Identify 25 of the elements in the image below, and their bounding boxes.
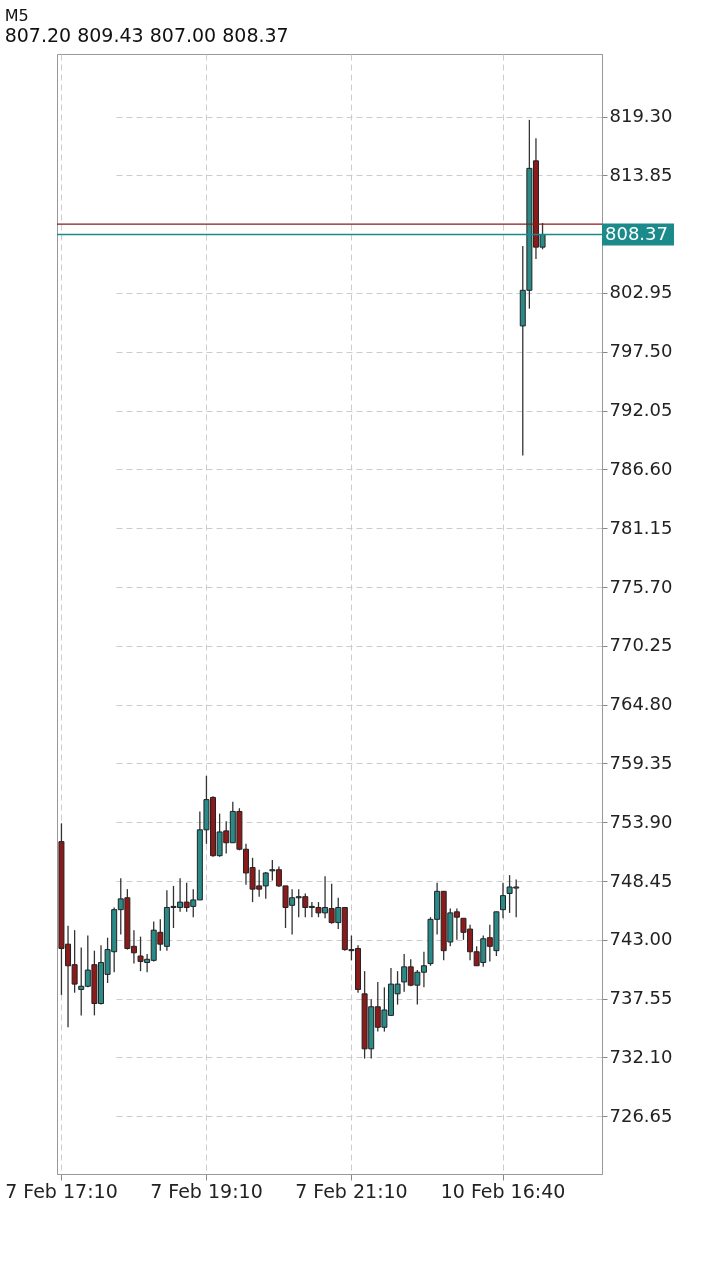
candlestick [500,882,507,919]
y-tick-label: 786.60 [609,457,673,479]
ref-line-label: 808.37 [605,222,668,244]
x-tick-label: 10 Feb 16:40 [440,1179,566,1202]
y-tick-label: 726.65 [609,1104,673,1126]
y-tick-label: 759.35 [609,751,673,773]
chart-title: M5 [4,6,29,25]
y-tick-label: 797.50 [609,340,673,362]
x-tick-label: 7 Feb 21:10 [295,1179,408,1202]
text: 807.20 809.43 807.00 808.37 [4,24,289,46]
y-tick-label: 775.70 [609,575,673,597]
y-tick-label: 770.25 [609,634,673,656]
y-tick-label: 813.85 [609,163,673,185]
y-tick-label: 753.90 [609,810,673,832]
x-tick-label: 7 Feb 17:10 [5,1179,118,1202]
y-tick-label: 781.15 [609,516,673,538]
y-tick-label: 792.05 [609,399,673,421]
y-tick-label: 732.10 [609,1045,673,1067]
y-tick-label: 819.30 [609,105,673,127]
y-tick-label: 737.55 [609,987,673,1009]
y-tick-label: 802.95 [609,281,673,303]
y-tick-label: 748.45 [609,869,673,891]
y-tick-label: 743.00 [609,928,673,950]
y-tick-label: 764.80 [609,693,673,715]
x-tick-label: 7 Feb 19:10 [150,1179,263,1202]
